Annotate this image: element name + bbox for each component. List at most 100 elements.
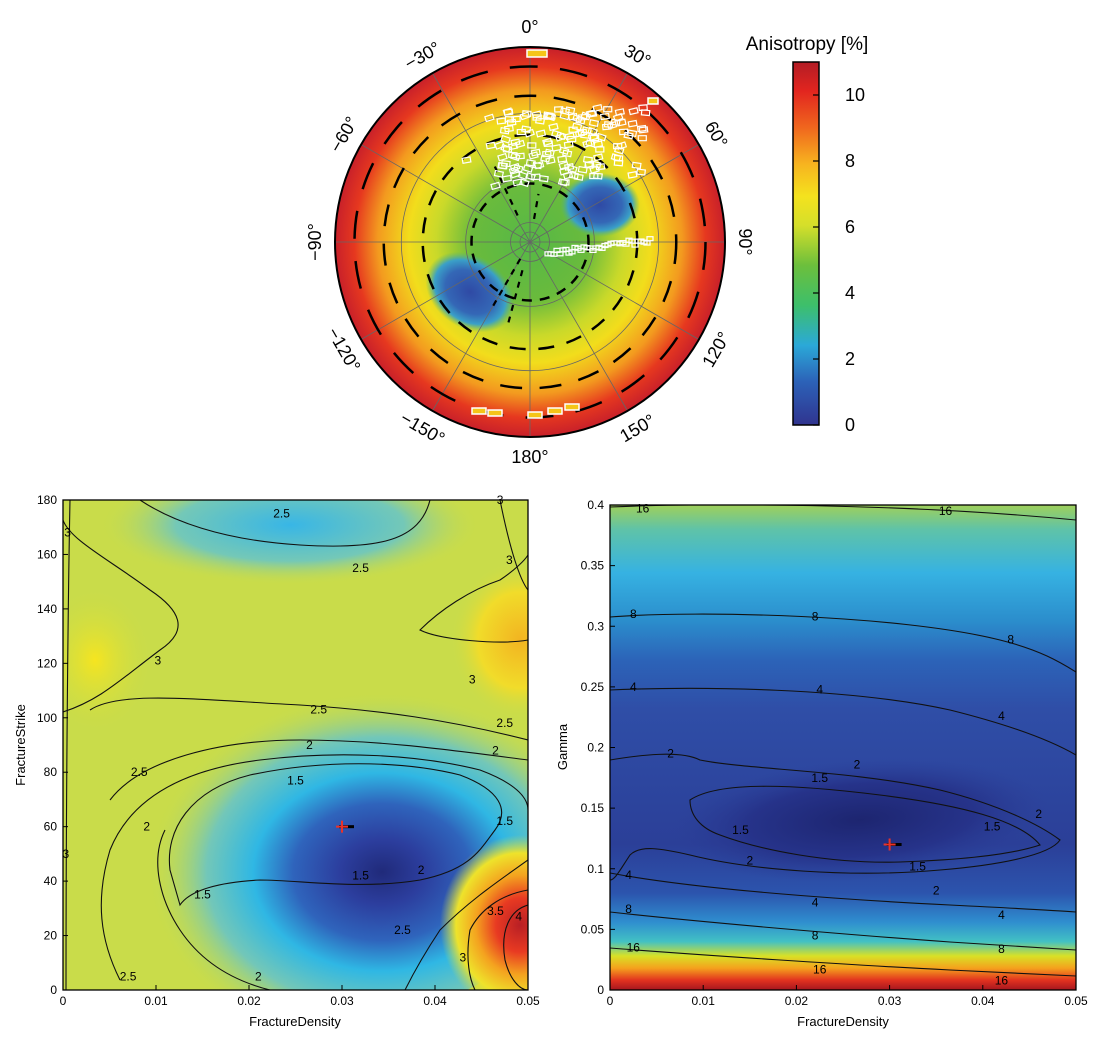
polar-sample-mark: [593, 153, 604, 162]
polar-sample-mark: [554, 132, 566, 142]
polar-sample-mark: [588, 119, 600, 127]
polar-angle-label: −60°: [326, 113, 362, 156]
polar-sample-mark: [577, 113, 588, 121]
left-contour-label: 3.5: [487, 904, 504, 918]
polar-angle-label: 30°: [621, 40, 655, 71]
left-ytick-label: 120: [37, 656, 57, 670]
left-ytick-label: 100: [37, 711, 57, 725]
right-contour-label: 4: [998, 908, 1005, 922]
polar-sample-mark: [551, 143, 562, 152]
polar-sample-mark: [461, 156, 472, 164]
right-ylabel: Gamma: [555, 723, 570, 770]
polar-sample-mark: [509, 169, 521, 179]
polar-radial-line: [529, 241, 700, 340]
left-contour-label: 3: [469, 673, 476, 687]
polar-sample-mark: [499, 127, 510, 135]
polar-dashed-ring: [421, 133, 639, 351]
colorbar-tick-label: 2: [845, 349, 855, 369]
polar-dashed-radial: [532, 193, 540, 220]
polar-sample-mark: [616, 118, 627, 127]
right-contour-label: 1.5: [984, 819, 1001, 833]
right-minimum-marker: [883, 838, 902, 851]
left-contour-lines: [63, 500, 528, 990]
polar-sample-mark: [511, 115, 521, 123]
colorbar-tick-label: 0: [845, 415, 855, 435]
left-ytick-label: 140: [37, 602, 57, 616]
polar-sample-mark: [527, 142, 537, 149]
polar-sample-mark: [613, 145, 625, 155]
polar-angle-label: −90°: [305, 223, 325, 261]
polar-sample-marks: [461, 49, 659, 419]
polar-angle-label: 150°: [616, 410, 658, 446]
polar-sample-mark: [558, 161, 570, 170]
left-contour-label: 2: [418, 863, 425, 877]
left-contour-label: 3: [64, 526, 71, 540]
right-contour-label: 16: [636, 502, 650, 516]
polar-sample-mark: [497, 152, 508, 162]
polar-angle-label: 120°: [698, 328, 734, 370]
left-ytick-label: 160: [37, 547, 57, 561]
left-contour-plot: 0 0.01 0.02 0.03 0.04 0.05 0 20 40 60 80 100 120 140 1…: [13, 493, 540, 1029]
right-contour-label: 2: [1035, 807, 1042, 821]
polar-sample-mark: [557, 178, 569, 187]
right-ytick-label: 0.1: [587, 862, 604, 876]
polar-sample-mark: [548, 122, 559, 132]
polar-radial-line: [360, 241, 531, 340]
polar-sample-mark: [525, 159, 536, 167]
left-contour-label: 2.5: [394, 923, 411, 937]
polar-radial-line: [360, 144, 531, 243]
polar-sample-mark: [494, 140, 506, 150]
polar-sample-mark: [521, 110, 532, 118]
left-ytick-label: 0: [50, 983, 57, 997]
right-ytick-label: 0.2: [587, 741, 604, 755]
right-xtick-label: 0.03: [878, 994, 902, 1008]
polar-sample-mark: [580, 131, 590, 139]
right-contour-label: 4: [630, 680, 637, 694]
right-contour-label: 16: [813, 962, 827, 976]
right-ytick-label: 0: [597, 983, 604, 997]
right-contour-label: 2: [667, 747, 674, 761]
polar-sample-mark: [504, 115, 515, 123]
polar-sample-mark: [614, 108, 625, 117]
polar-sample-mark: [527, 411, 543, 419]
left-xtick-label: 0: [60, 994, 67, 1008]
left-contour-label: 1.5: [287, 773, 304, 787]
left-contour-label: 2: [143, 820, 150, 834]
polar-sample-mark: [637, 135, 647, 142]
left-ylabel: FractureStrike: [13, 704, 28, 786]
left-axis-ticks: 0 0.01 0.02 0.03 0.04 0.05 0 20 40 60 80 100 120 140 1…: [37, 493, 540, 1008]
polar-sample-mark: [535, 129, 547, 138]
polar-sample-mark: [471, 407, 487, 415]
left-contour-label: 2.5: [496, 716, 513, 730]
left-contour-label: 2.5: [352, 561, 369, 575]
right-contour-label: 8: [812, 610, 819, 624]
right-axis-ticks: 0 0.01 0.02 0.03 0.04 0.05 0 0.05 0.1 0.15 0.2 0.25…: [581, 498, 1088, 1008]
polar-sample-mark: [575, 116, 586, 125]
polar-sample-mark: [531, 110, 542, 119]
polar-dashed-ring: [470, 182, 590, 302]
left-contour-label: 3: [155, 654, 162, 668]
polar-sample-mark: [551, 129, 562, 139]
polar-sample-mark: [638, 126, 649, 134]
left-ytick-label: 20: [44, 929, 58, 943]
polar-sample-mark: [577, 128, 588, 136]
right-contour-label: 2: [854, 757, 861, 771]
polar-angle-label: 0°: [521, 17, 538, 37]
polar-sample-mark: [589, 134, 600, 142]
right-contour-label: 8: [812, 928, 819, 942]
polar-sample-mark: [490, 181, 501, 191]
left-xtick-label: 0.01: [144, 994, 168, 1008]
polar-sample-mark: [568, 126, 578, 133]
left-contour-label: 3: [62, 847, 69, 861]
colorbar: Anisotropy [%] 0 2 4 6 8 10: [746, 34, 869, 435]
polar-sample-mark: [631, 161, 642, 170]
polar-sample-mark: [502, 146, 513, 153]
polar-sample-mark: [636, 124, 647, 133]
left-contour-label: 2.5: [273, 507, 290, 521]
right-contour-label: 1.5: [732, 823, 749, 837]
polar-sample-mark: [512, 178, 523, 187]
left-plot-frame: [62, 499, 529, 991]
colorbar-gradient: [792, 61, 820, 426]
polar-sample-mark: [640, 109, 651, 117]
